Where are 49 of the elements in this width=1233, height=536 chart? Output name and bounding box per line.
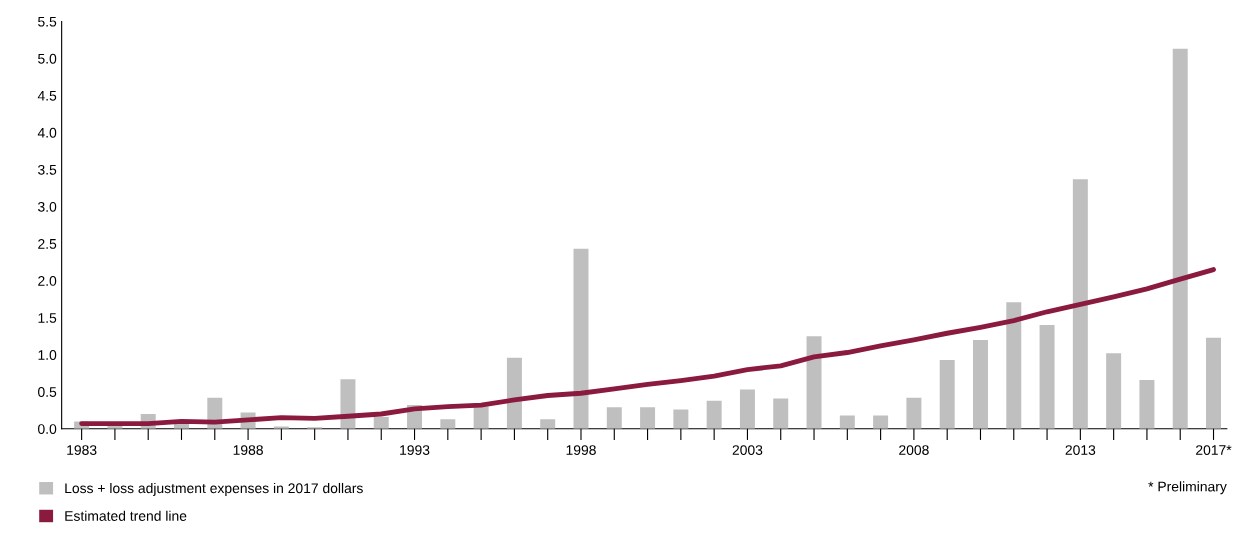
bar [839, 415, 855, 429]
bar [1006, 302, 1022, 429]
bar [640, 407, 656, 429]
bar [1106, 353, 1122, 429]
y-tick-label: 1.5 [38, 313, 57, 323]
y-tick-label: 0.5 [38, 387, 57, 397]
x-tick-label: 1988 [233, 445, 263, 455]
bar [972, 339, 988, 429]
bar [1039, 325, 1055, 429]
x-tick-label: 2013 [1065, 445, 1096, 455]
text: * Preliminary [1148, 481, 1227, 495]
legend-label: Estimated trend line [65, 510, 187, 521]
bar [673, 409, 689, 429]
x-tick-label: 2003 [732, 445, 763, 455]
x-tick-label: 1998 [566, 445, 596, 455]
bar [939, 359, 955, 429]
bar [806, 336, 822, 429]
y-tick-label: 3.0 [38, 201, 57, 212]
bar [473, 406, 489, 429]
bar [1139, 379, 1155, 429]
line-series [79, 267, 1216, 427]
bar [506, 357, 522, 429]
y-tick-label: 4.0 [37, 127, 57, 138]
y-tick-label: 1.0 [38, 350, 57, 360]
y-tick-label: 3.5 [38, 164, 57, 175]
y-tick-label: 5.0 [38, 53, 57, 64]
x-tick-label: 1993 [400, 445, 430, 455]
y-tick-label: 4.5 [37, 90, 57, 101]
bar [1206, 337, 1222, 429]
bar [1172, 48, 1188, 429]
bar [373, 416, 389, 429]
bar [606, 407, 622, 429]
y-tick-label: 2.5 [38, 238, 57, 249]
bar [906, 397, 922, 429]
bar [739, 389, 755, 429]
x-tick-label: 1983 [67, 445, 97, 455]
x-tick-label: 2017* [1196, 445, 1232, 455]
x-tick-label: 2008 [899, 445, 929, 455]
y-tick-label: 5.5 [38, 16, 57, 27]
bar [440, 419, 456, 429]
bar [873, 415, 889, 429]
y-tick-label: 0.0 [38, 424, 57, 434]
bar [773, 398, 789, 429]
y-tick-label: 2.0 [38, 276, 57, 286]
bar [540, 419, 556, 429]
legend-label: Loss + loss adjustment expenses in 2017 dollars [65, 482, 363, 496]
bar [573, 248, 589, 429]
bar [706, 400, 722, 429]
bar [1072, 179, 1088, 429]
